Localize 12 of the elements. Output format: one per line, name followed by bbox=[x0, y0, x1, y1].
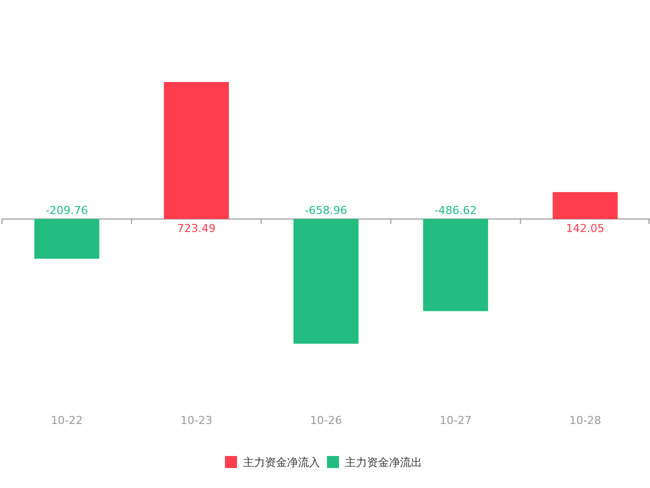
data-label: -209.76 bbox=[46, 204, 88, 217]
data-label: -486.62 bbox=[434, 204, 477, 217]
data-label: 142.05 bbox=[566, 222, 604, 235]
legend-label: 主力资金净流出 bbox=[345, 456, 422, 469]
x-tick-label: 10-22 bbox=[50, 414, 83, 427]
x-tick-label: 10-27 bbox=[440, 414, 472, 427]
x-tick-label: 10-28 bbox=[569, 414, 602, 427]
data-label: 723.49 bbox=[177, 222, 216, 235]
x-tick-label: 10-26 bbox=[310, 414, 342, 427]
data-label: -658.96 bbox=[304, 204, 348, 217]
x-tick-label: 10-23 bbox=[180, 414, 212, 427]
legend-label: 主力资金净流入 bbox=[243, 456, 320, 469]
